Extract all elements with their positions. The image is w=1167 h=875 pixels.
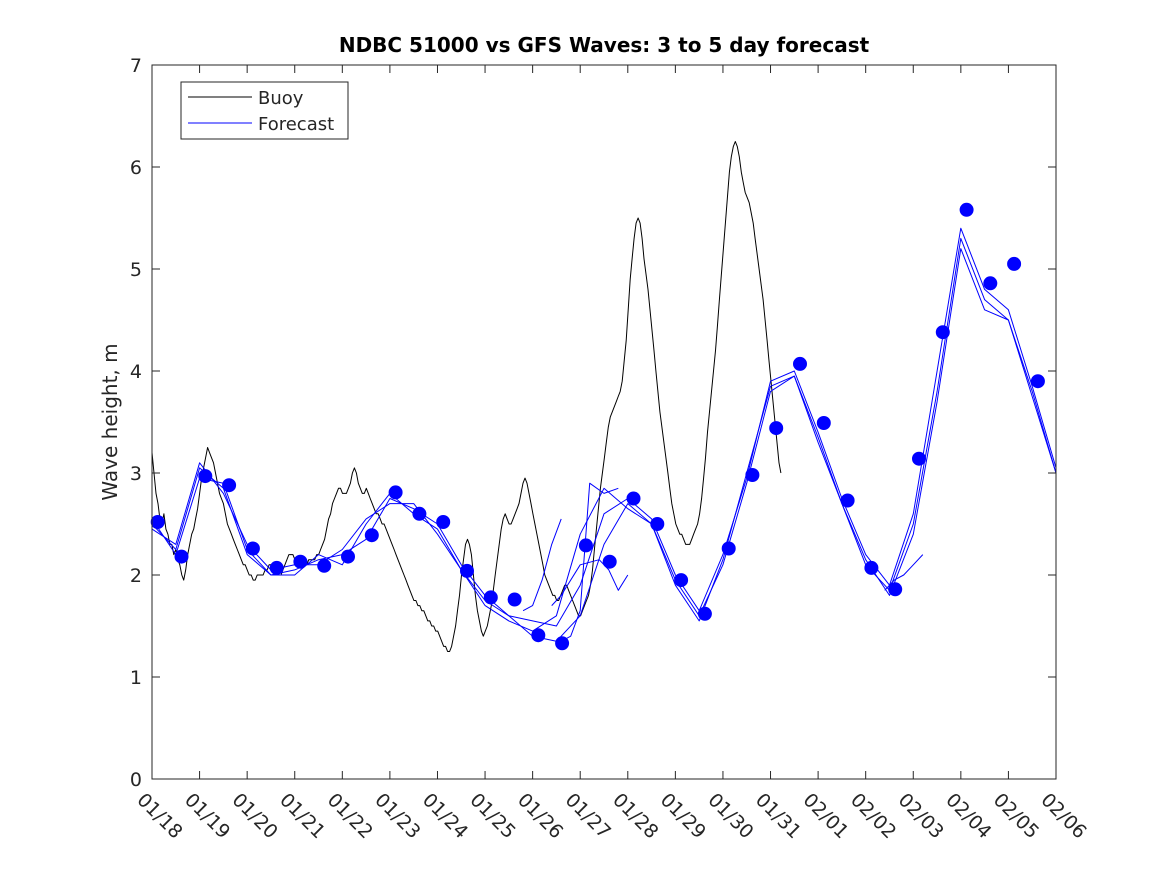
legend: Buoy Forecast (180, 81, 349, 140)
forecast-marker (150, 515, 165, 529)
forecast-marker (269, 560, 284, 575)
forecast-marker (935, 325, 950, 340)
legend-box (180, 81, 349, 140)
forecast-marker (626, 491, 641, 506)
forecast-series-line-6 (884, 554, 924, 591)
forecast-marker (460, 563, 474, 578)
forecast-marker (745, 468, 760, 482)
forecast-marker (912, 451, 926, 466)
forecast-marker (864, 560, 879, 575)
forecast-marker (174, 549, 189, 564)
y-tick-label: 4 (130, 361, 142, 383)
plot-area (152, 65, 1056, 779)
forecast-marker (697, 606, 712, 621)
y-tick-label: 6 (130, 157, 142, 179)
forecast-marker (412, 506, 427, 521)
forecast-marker (222, 478, 237, 493)
forecast-marker (531, 628, 546, 643)
forecast-marker (293, 554, 308, 569)
marker-layer (150, 202, 1045, 651)
y-tick-label: 5 (130, 259, 142, 281)
plot-frame (151, 64, 1057, 780)
y-tick-label: 1 (130, 667, 142, 689)
y-tick-label: 0 (130, 769, 142, 791)
legend-label-forecast: Forecast (258, 114, 334, 135)
forecast-marker (1007, 256, 1022, 271)
chart-title: NDBC 51000 vs GFS Waves: 3 to 5 day fore… (339, 33, 870, 57)
forecast-marker (388, 485, 403, 500)
legend-label-buoy: Buoy (258, 88, 304, 109)
forecast-marker (769, 421, 784, 436)
forecast-marker (793, 356, 807, 371)
forecast-marker (650, 517, 665, 531)
forecast-marker (555, 636, 570, 651)
forecast-marker (507, 592, 522, 607)
forecast-marker (674, 573, 689, 588)
forecast-marker (578, 538, 593, 553)
forecast-marker (198, 469, 213, 484)
y-tick-label: 2 (130, 565, 142, 587)
forecast-series-line-4 (551, 559, 629, 606)
forecast-marker (245, 541, 260, 556)
forecast-marker (483, 590, 498, 605)
forecast-marker (721, 541, 736, 556)
forecast-marker (436, 515, 451, 529)
y-axis-label: Wave height, m (98, 343, 122, 500)
forecast-marker (959, 202, 974, 217)
y-tick-label: 7 (130, 55, 142, 77)
forecast-marker (602, 554, 617, 569)
forecast-marker (317, 558, 332, 573)
y-tick-label: 3 (130, 463, 142, 485)
forecast-marker (1030, 374, 1045, 389)
forecast-marker (341, 549, 355, 564)
forecast-series-line-7 (522, 518, 562, 612)
forecast-marker (888, 582, 903, 597)
forecast-marker (840, 493, 855, 508)
forecast-marker (983, 276, 998, 291)
forecast-marker (364, 528, 379, 543)
buoy-series-line (151, 141, 782, 652)
forecast-marker (816, 416, 831, 430)
